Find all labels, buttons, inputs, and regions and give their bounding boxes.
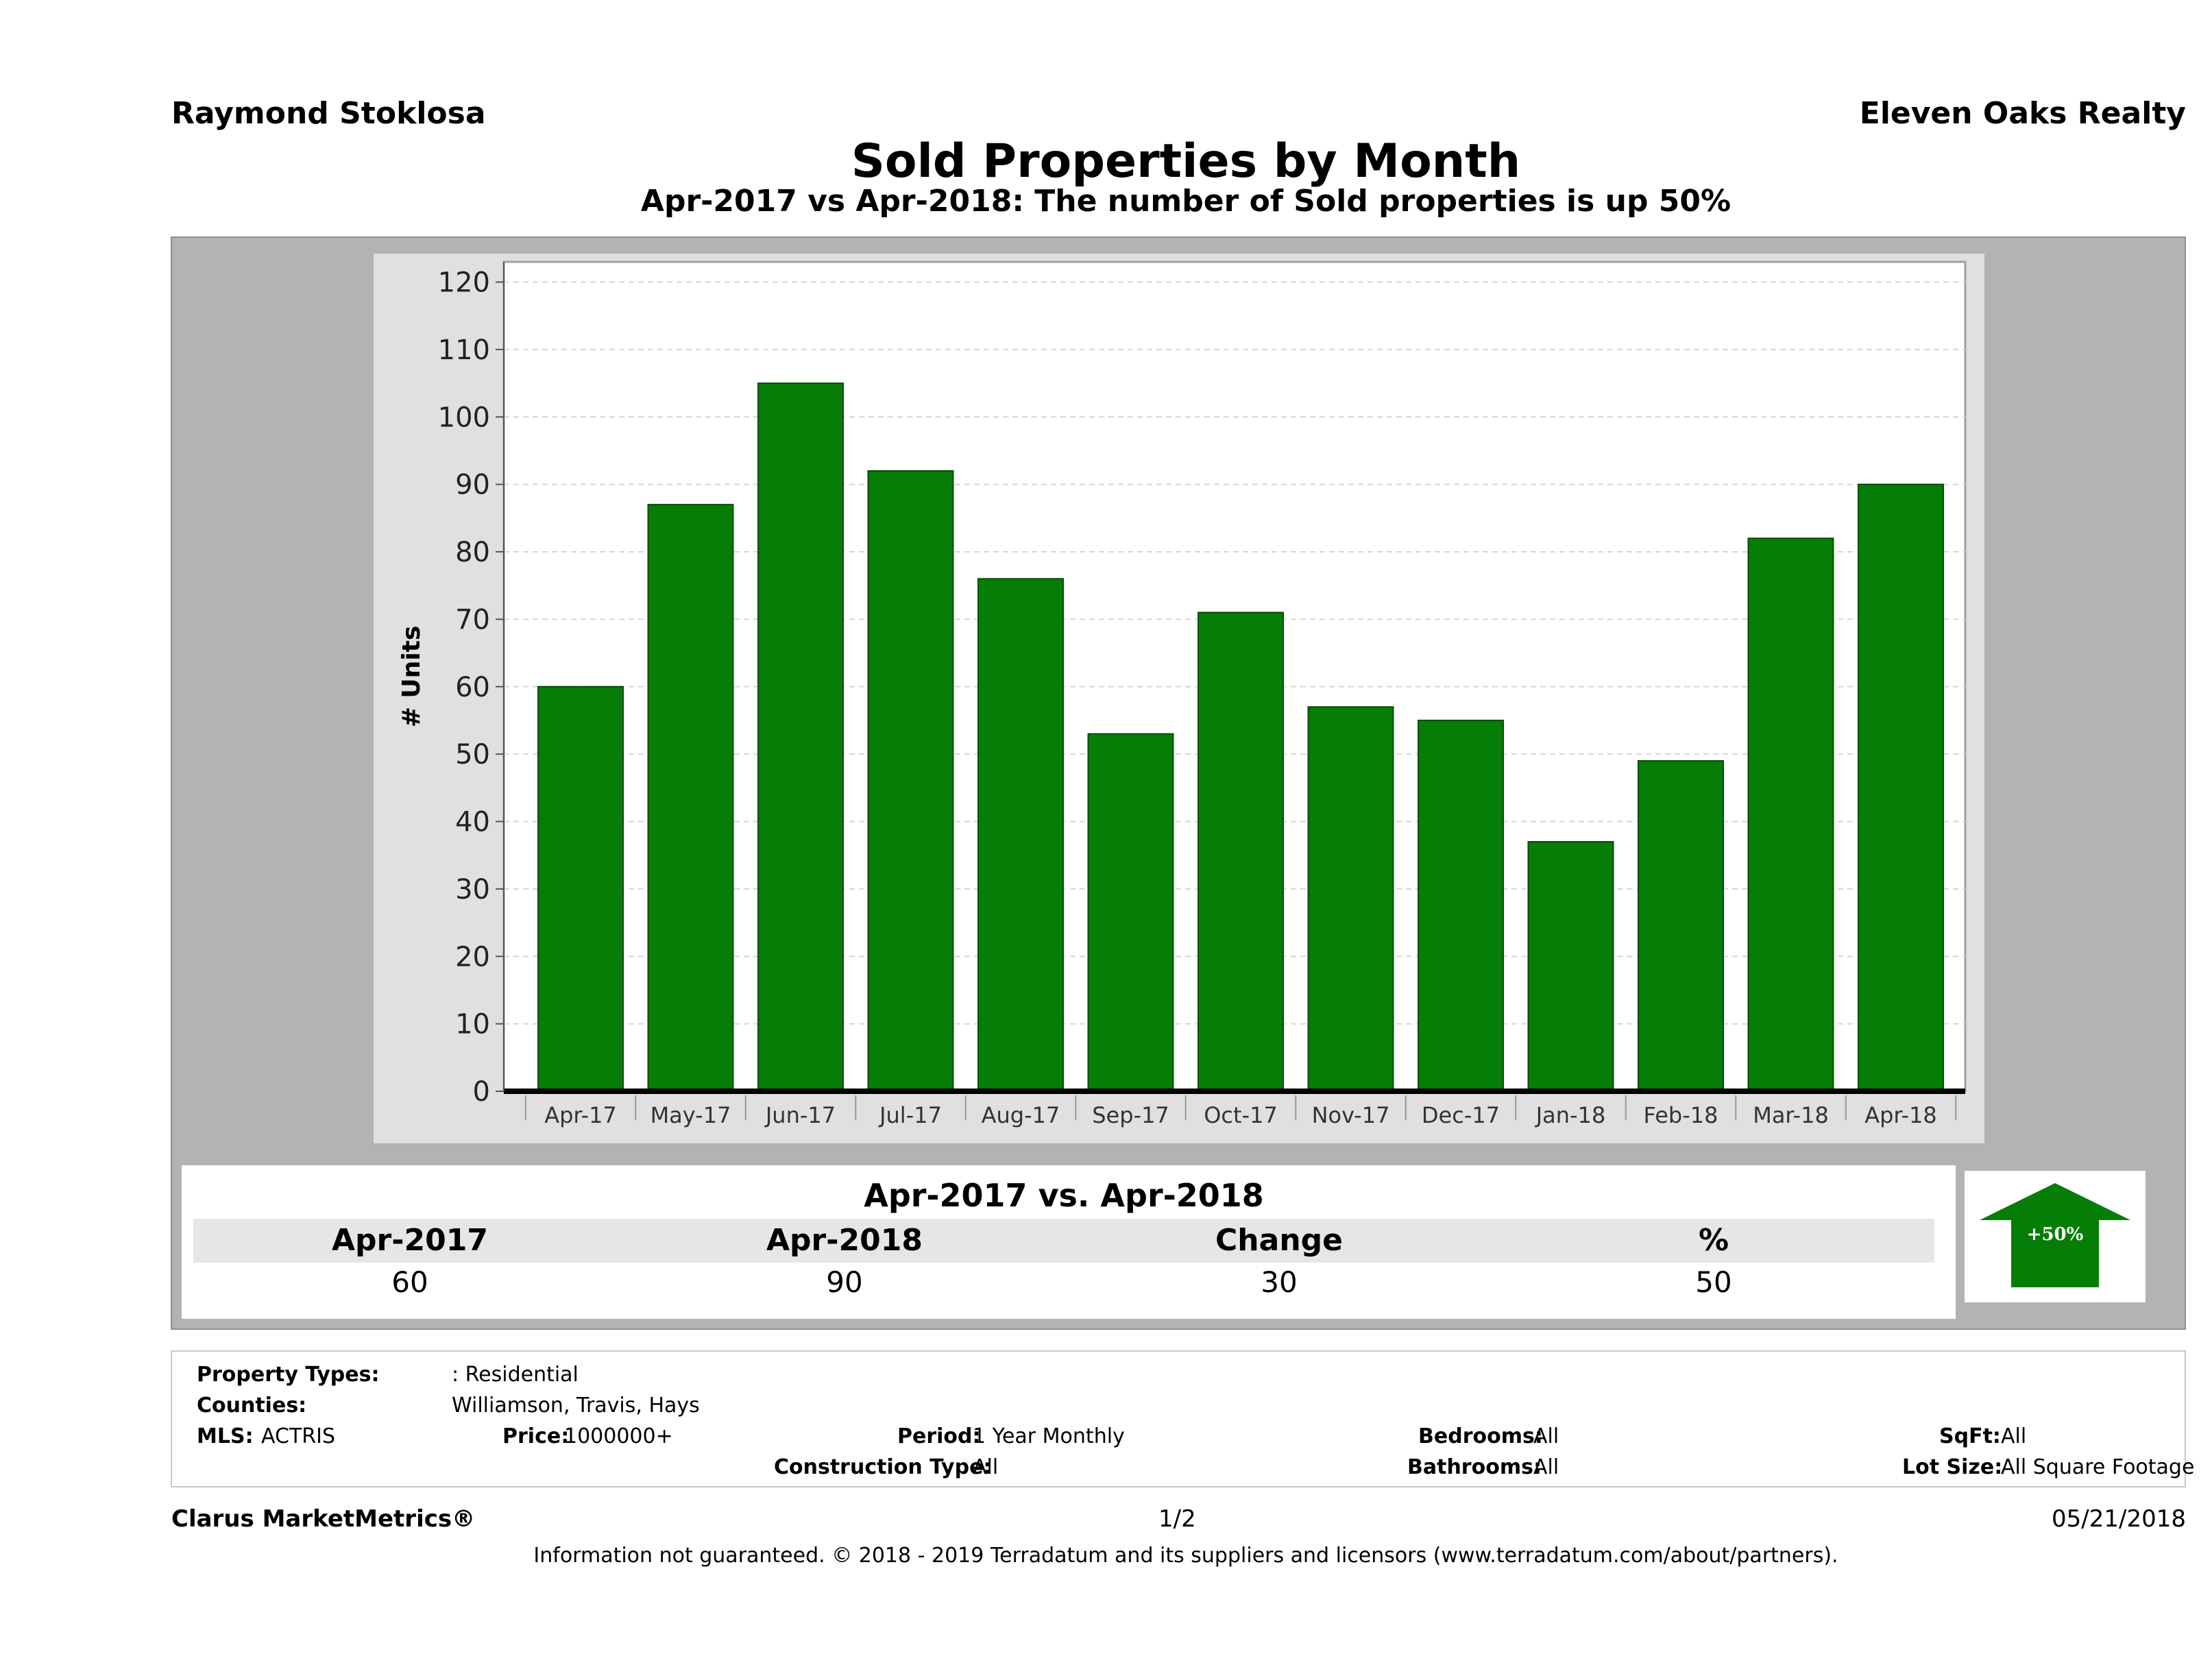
x-tick-label: Mar-18 bbox=[1753, 1102, 1829, 1128]
mls-value: ACTRIS bbox=[261, 1424, 336, 1448]
y-tick-label: 0 bbox=[473, 1076, 490, 1108]
y-tick-label: 120 bbox=[438, 267, 490, 299]
bedrooms-label: Bedrooms: bbox=[1418, 1424, 1543, 1448]
page-number: 1/2 bbox=[1158, 1505, 1196, 1533]
sqft-label: SqFt: bbox=[1939, 1424, 2001, 1448]
x-tick-label: Aug-17 bbox=[982, 1102, 1060, 1128]
summary-value-apr2018: 90 bbox=[826, 1265, 863, 1299]
bar bbox=[1747, 537, 1834, 1093]
x-tick-label: Apr-18 bbox=[1864, 1102, 1937, 1128]
bar bbox=[1307, 706, 1394, 1092]
change-badge-label: +50% bbox=[2026, 1224, 2084, 1245]
bedrooms-value: All bbox=[1533, 1424, 1559, 1448]
summary-value-percent: 50 bbox=[1695, 1265, 1732, 1299]
x-tick-label: Jul-17 bbox=[878, 1102, 942, 1128]
period-label: Period: bbox=[897, 1424, 981, 1448]
y-tick-label: 20 bbox=[455, 941, 490, 973]
filter-box: Property Types: : Residential Counties: … bbox=[171, 1350, 2194, 1487]
y-tick-label: 70 bbox=[455, 604, 490, 635]
y-tick-label: 100 bbox=[438, 402, 490, 433]
property-types-value: : Residential bbox=[452, 1363, 579, 1387]
counties-value: Williamson, Travis, Hays bbox=[452, 1394, 700, 1418]
summary-header-change: Change bbox=[1215, 1223, 1343, 1258]
construction-type-value: All bbox=[973, 1455, 999, 1479]
summary-header-apr2018: Apr-2018 bbox=[766, 1223, 923, 1258]
chart-title: Sold Properties by Month bbox=[851, 134, 1521, 189]
change-badge bbox=[1965, 1171, 2146, 1302]
y-tick-label: 110 bbox=[438, 335, 490, 366]
bar bbox=[1638, 759, 1724, 1092]
x-tick-label: Nov-17 bbox=[1312, 1102, 1390, 1128]
summary-title: Apr-2017 vs. Apr-2018 bbox=[193, 1172, 1934, 1219]
disclaimer: Information not guaranteed. © 2018 - 201… bbox=[533, 1544, 1838, 1568]
lot-size-value: All Square Footage bbox=[2001, 1455, 2195, 1479]
summary-value-apr2017: 60 bbox=[391, 1265, 428, 1299]
x-tick-label: Oct-17 bbox=[1204, 1102, 1278, 1128]
bathrooms-label: Bathrooms: bbox=[1407, 1455, 1542, 1479]
summary-value-change: 30 bbox=[1261, 1265, 1298, 1299]
report-date: 05/21/2018 bbox=[2052, 1505, 2186, 1533]
bar bbox=[977, 578, 1064, 1092]
bar bbox=[757, 382, 844, 1093]
period-value: 1 Year Monthly bbox=[973, 1424, 1125, 1448]
footer-brand: Clarus MarketMetrics® bbox=[171, 1505, 476, 1533]
y-tick-label: 40 bbox=[455, 807, 490, 838]
summary-value-row: 60 90 30 50 bbox=[193, 1263, 1934, 1302]
bar bbox=[1198, 611, 1284, 1092]
up-arrow-icon bbox=[1980, 1183, 2130, 1287]
bar bbox=[1087, 733, 1174, 1092]
x-tick-label: May-17 bbox=[651, 1102, 731, 1128]
x-tick-label: Apr-17 bbox=[544, 1102, 617, 1128]
price-value: 1000000+ bbox=[564, 1424, 673, 1448]
y-tick-label: 50 bbox=[455, 739, 490, 770]
y-tick-label: 10 bbox=[455, 1009, 490, 1041]
bar bbox=[1858, 483, 1944, 1092]
summary-header-apr2017: Apr-2017 bbox=[332, 1223, 488, 1258]
price-label: Price: bbox=[502, 1424, 570, 1448]
bar bbox=[537, 685, 624, 1092]
summary-header-row: Apr-2017 Apr-2018 Change % bbox=[193, 1219, 1934, 1263]
brokerage-name: Eleven Oaks Realty bbox=[1859, 96, 2186, 131]
y-tick-label: 30 bbox=[455, 874, 490, 905]
y-tick-label: 60 bbox=[455, 672, 490, 703]
x-tick-label: Jun-17 bbox=[764, 1102, 836, 1128]
summary-header-percent: % bbox=[1698, 1223, 1729, 1258]
y-tick-label: 90 bbox=[455, 470, 490, 501]
x-tick-label: Dec-17 bbox=[1422, 1102, 1500, 1128]
x-tick-label: Sep-17 bbox=[1092, 1102, 1169, 1128]
agent-name: Raymond Stoklosa bbox=[171, 96, 486, 131]
bar bbox=[867, 470, 954, 1092]
y-axis-label: # Units bbox=[398, 626, 426, 728]
chart-subtitle: Apr-2017 vs Apr-2018: The number of Sold… bbox=[640, 184, 1731, 219]
mls-label: MLS: bbox=[197, 1424, 254, 1448]
bathrooms-value: All bbox=[1533, 1455, 1559, 1479]
construction-type-label: Construction Type: bbox=[774, 1455, 992, 1479]
lot-size-label: Lot Size: bbox=[1902, 1455, 2003, 1479]
bar bbox=[647, 504, 734, 1092]
bar bbox=[1527, 841, 1614, 1092]
bar-chart: 0 10 20 30 40 50 60 70 80 90 100 110 120 # Units Apr-1… bbox=[398, 260, 1967, 1128]
y-tick-label: 80 bbox=[455, 537, 490, 568]
counties-label: Counties: bbox=[197, 1394, 307, 1418]
sqft-value: All bbox=[2001, 1424, 2027, 1448]
x-tick-label: Feb-18 bbox=[1644, 1102, 1718, 1128]
property-types-label: Property Types: bbox=[197, 1363, 380, 1387]
x-tick-label: Jan-18 bbox=[1535, 1102, 1606, 1128]
bar bbox=[1418, 719, 1504, 1092]
